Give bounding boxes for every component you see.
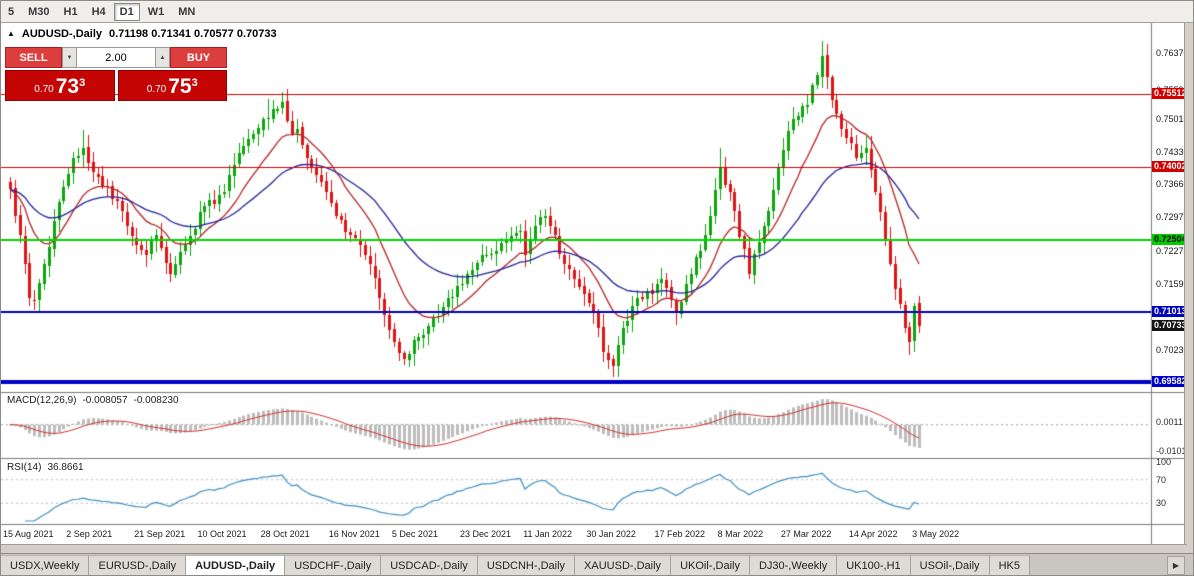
- chart-canvas[interactable]: [1, 23, 1187, 544]
- buy-price-display[interactable]: 0.70 75 3: [117, 70, 227, 101]
- window-bottom-gutter: [1, 544, 1187, 554]
- chart-tab-dj30-weekly[interactable]: DJ30-,Weekly: [749, 555, 838, 575]
- volume-input[interactable]: [77, 47, 155, 68]
- chart-title-bar: ▲ AUDUSD-,Daily 0.71198 0.71341 0.70577 …: [7, 28, 277, 40]
- chart-tab-usdchf-daily[interactable]: USDCHF-,Daily: [285, 555, 382, 575]
- chart-tab-xauusd-daily[interactable]: XAUUSD-,Daily: [575, 555, 672, 575]
- window-right-gutter: [1184, 23, 1193, 575]
- timeframe-button-h1[interactable]: H1: [58, 3, 84, 21]
- chart-tab-usoil-daily[interactable]: USOil-,Daily: [910, 555, 990, 575]
- sell-price-point: 3: [79, 77, 86, 89]
- chart-tab-usdcnh-daily[interactable]: USDCNH-,Daily: [477, 555, 576, 575]
- collapse-arrow-icon[interactable]: ▲: [7, 29, 15, 38]
- macd-main-value: -0.008057: [82, 395, 128, 406]
- chart-tab-usdcad-daily[interactable]: USDCAD-,Daily: [381, 555, 478, 575]
- timeframe-button-d1[interactable]: D1: [113, 2, 140, 21]
- sell-price-display[interactable]: 0.70 73 3: [5, 70, 115, 101]
- chart-tab-eurusd-daily[interactable]: EURUSD-,Daily: [89, 555, 187, 575]
- rsi-indicator-label: RSI(14) 36.8661: [7, 462, 84, 473]
- sell-button[interactable]: SELL: [5, 47, 62, 68]
- timeframe-button-mn[interactable]: MN: [172, 3, 201, 21]
- sell-price-pips: 73: [55, 75, 80, 98]
- rsi-title: RSI(14): [7, 462, 42, 473]
- sell-price-prefix: 0.70: [34, 84, 54, 95]
- tab-scroll-right-button[interactable]: ▶: [1167, 556, 1185, 575]
- buy-price-pips: 75: [168, 75, 192, 98]
- buy-price-prefix: 0.70: [146, 84, 167, 95]
- buy-price-point: 3: [191, 77, 198, 89]
- rsi-value: 36.8661: [47, 462, 84, 473]
- chart-tab-audusd-daily[interactable]: AUDUSD-,Daily: [186, 555, 286, 575]
- timeframe-button-m30[interactable]: M30: [22, 3, 55, 21]
- chart-tab-uk100-h1[interactable]: UK100-,H1: [837, 555, 911, 575]
- chart-tab-usdx-weekly[interactable]: USDX,Weekly: [1, 555, 90, 575]
- buy-button[interactable]: BUY: [170, 47, 227, 68]
- chart-symbol-title: AUDUSD-,Daily: [21, 28, 102, 40]
- volume-increase-button[interactable]: ▲: [155, 47, 170, 68]
- volume-decrease-button[interactable]: ▼: [62, 47, 77, 68]
- timeframe-toolbar: 5 M30 H1 H4 D1 W1 MN: [1, 1, 1193, 23]
- chart-tab-ukoil-daily[interactable]: UKOil-,Daily: [671, 555, 750, 575]
- macd-indicator-label: MACD(12,26,9) -0.008057 -0.008230: [7, 395, 179, 406]
- chart-tab-bar: USDX,Weekly EURUSD-,Daily AUDUSD-,Daily USD…: [1, 553, 1193, 575]
- chart-window: ▲ AUDUSD-,Daily 0.71198 0.71341 0.70577 …: [1, 23, 1189, 544]
- chart-ohlc-values: 0.71198 0.71341 0.70577 0.70733: [109, 28, 277, 40]
- timeframe-button-5[interactable]: 5: [2, 3, 20, 21]
- timeframe-button-h4[interactable]: H4: [86, 3, 112, 21]
- macd-title: MACD(12,26,9): [7, 395, 77, 406]
- chart-tab-hk5[interactable]: HK5: [989, 555, 1030, 575]
- timeframe-button-w1[interactable]: W1: [142, 3, 171, 21]
- macd-signal-value: -0.008230: [133, 395, 179, 406]
